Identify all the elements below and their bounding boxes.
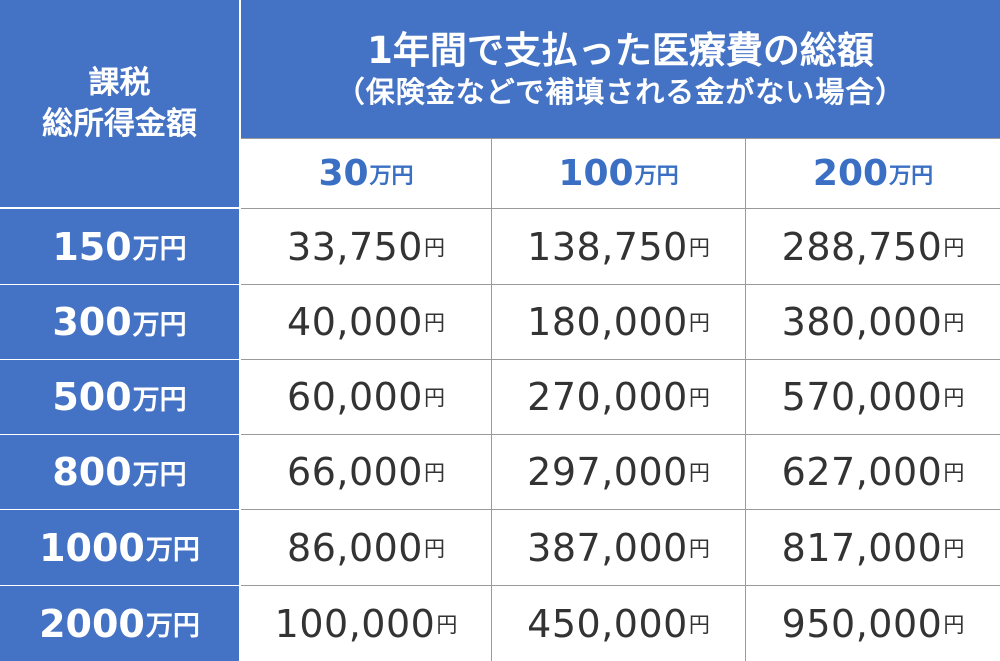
row-header: 300 万円 bbox=[0, 285, 241, 360]
column-header-value: 100 bbox=[558, 153, 634, 194]
table-subtitle: （保険金などで補填される金がない場合） bbox=[335, 75, 906, 109]
row-header-value: 150 bbox=[52, 224, 132, 269]
column-header: 200 万円 bbox=[746, 139, 1000, 209]
cell-unit: 円 bbox=[943, 236, 965, 260]
table-cell: 288,750 円 bbox=[746, 209, 1000, 285]
row-header: 500 万円 bbox=[0, 360, 241, 435]
row-header-value: 500 bbox=[52, 375, 132, 419]
cell-value: 627,000 bbox=[781, 450, 943, 494]
table-cell: 817,000 円 bbox=[746, 510, 1000, 586]
table-cell: 387,000 円 bbox=[492, 510, 746, 586]
cell-value: 288,750 bbox=[781, 224, 943, 269]
cell-value: 100,000 bbox=[274, 601, 436, 646]
cell-unit: 円 bbox=[688, 613, 710, 637]
row-header-value: 2000 bbox=[39, 601, 145, 646]
table-cell: 66,000 円 bbox=[241, 435, 492, 510]
row-header-value: 1000 bbox=[39, 525, 145, 570]
table-cell: 33,750 円 bbox=[241, 209, 492, 285]
cell-value: 66,000 bbox=[287, 450, 423, 494]
column-header-unit: 万円 bbox=[369, 163, 414, 189]
row-header-unit: 万円 bbox=[132, 309, 187, 341]
cell-value: 387,000 bbox=[527, 525, 688, 570]
cell-unit: 円 bbox=[423, 537, 445, 561]
row-header-unit: 万円 bbox=[145, 535, 200, 566]
table-cell: 297,000 円 bbox=[492, 435, 746, 510]
cell-value: 138,750 bbox=[527, 224, 688, 269]
column-header-value: 30 bbox=[318, 153, 369, 194]
row-header: 800 万円 bbox=[0, 435, 241, 510]
table-title: 1年間で支払った医療費の総額 bbox=[367, 28, 874, 72]
cell-unit: 円 bbox=[943, 461, 965, 485]
table-cell: 86,000 円 bbox=[241, 510, 492, 586]
cell-value: 297,000 bbox=[527, 450, 688, 494]
column-header-value: 200 bbox=[812, 153, 889, 194]
cell-value: 60,000 bbox=[287, 375, 423, 419]
cell-unit: 円 bbox=[688, 537, 710, 561]
cell-unit: 円 bbox=[688, 461, 710, 485]
row-header: 1000 万円 bbox=[0, 510, 241, 586]
cell-unit: 円 bbox=[423, 311, 445, 335]
cell-unit: 円 bbox=[943, 613, 965, 637]
table-cell: 570,000 円 bbox=[746, 360, 1000, 435]
cell-unit: 円 bbox=[423, 461, 445, 485]
column-header: 30 万円 bbox=[241, 139, 492, 209]
cell-unit: 円 bbox=[688, 386, 710, 410]
table-title-header: 1年間で支払った医療費の総額 （保険金などで補填される金がない場合） bbox=[241, 0, 1000, 139]
row-header-unit: 万円 bbox=[145, 611, 200, 642]
table-cell: 138,750 円 bbox=[492, 209, 746, 285]
table-cell: 380,000 円 bbox=[746, 285, 1000, 360]
cell-unit: 円 bbox=[943, 537, 965, 561]
cell-value: 950,000 bbox=[781, 601, 943, 646]
table-cell: 60,000 円 bbox=[241, 360, 492, 435]
table-cell: 950,000 円 bbox=[746, 586, 1000, 661]
row-header-unit: 万円 bbox=[132, 459, 187, 491]
corner-header-line-1: 課税 bbox=[88, 65, 151, 102]
cell-value: 33,750 bbox=[287, 224, 423, 269]
cell-value: 86,000 bbox=[287, 525, 423, 570]
table-cell: 270,000 円 bbox=[492, 360, 746, 435]
cell-unit: 円 bbox=[688, 236, 710, 260]
table-cell: 40,000 円 bbox=[241, 285, 492, 360]
cell-value: 270,000 bbox=[527, 375, 688, 419]
cell-value: 817,000 bbox=[781, 525, 943, 570]
cell-value: 450,000 bbox=[527, 601, 688, 646]
row-header-unit: 万円 bbox=[132, 384, 187, 416]
cell-value: 180,000 bbox=[527, 300, 688, 344]
cell-unit: 円 bbox=[688, 311, 710, 335]
table-cell: 627,000 円 bbox=[746, 435, 1000, 510]
cell-value: 380,000 bbox=[781, 300, 943, 344]
row-header: 150 万円 bbox=[0, 209, 241, 285]
cell-value: 570,000 bbox=[781, 375, 943, 419]
cell-unit: 円 bbox=[943, 386, 965, 410]
corner-header: 課税 総所得金額 bbox=[0, 0, 241, 209]
table-cell: 100,000 円 bbox=[241, 586, 492, 661]
table-cell: 180,000 円 bbox=[492, 285, 746, 360]
row-header: 2000 万円 bbox=[0, 586, 241, 661]
cell-unit: 円 bbox=[423, 236, 445, 260]
cell-unit: 円 bbox=[943, 311, 965, 335]
column-header: 100 万円 bbox=[492, 139, 746, 209]
cell-value: 40,000 bbox=[287, 300, 423, 344]
row-header-value: 300 bbox=[52, 300, 132, 344]
cell-unit: 円 bbox=[423, 386, 445, 410]
cell-unit: 円 bbox=[436, 613, 458, 637]
column-header-unit: 万円 bbox=[634, 163, 679, 189]
row-header-value: 800 bbox=[52, 450, 132, 494]
column-header-unit: 万円 bbox=[889, 163, 934, 189]
row-header-unit: 万円 bbox=[132, 234, 187, 265]
corner-header-line-2: 総所得金額 bbox=[42, 105, 197, 142]
table-cell: 450,000 円 bbox=[492, 586, 746, 661]
